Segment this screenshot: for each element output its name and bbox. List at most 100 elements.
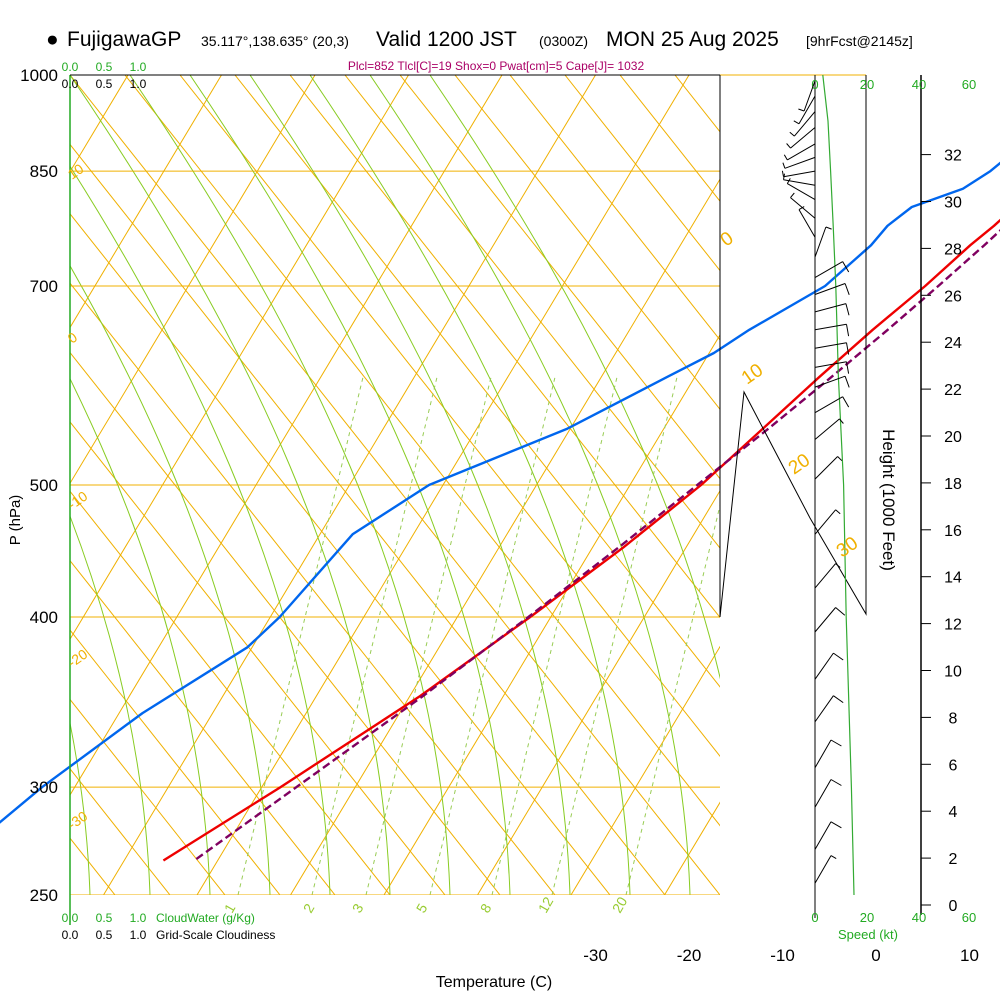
moist-adiabat-line [70,514,151,895]
wind-speed-tick-label-top: 0 [811,77,818,92]
height-axis-title: Height (1000 Feet) [879,429,898,571]
wind-barb [814,375,850,388]
temperature-tick-label: 10 [960,946,979,965]
height-tick-label: 16 [944,523,962,540]
wind-barb [814,323,850,337]
wind-barb [786,178,816,201]
dewpoint-profile [0,161,1000,824]
pressure-tick-label: 250 [30,886,58,905]
parcel-profile [193,229,1000,862]
wind-speed-tick-label-bottom: 40 [912,910,926,925]
wind-barb [789,111,816,137]
moist-adiabat-line [70,720,91,895]
isotherm-line [570,645,720,895]
isotherm-label: -30 [65,808,91,833]
wind-speed-axis-title: Speed (kt) [838,927,898,942]
cloud-water-top-tick: 0.5 [96,60,113,74]
height-tick-label: 20 [944,429,962,446]
plot-skew-border [719,75,867,618]
mixing-ratio-line [491,377,618,895]
dry-adiabat-line [70,698,226,895]
wind-speed-tick-label-top: 40 [912,77,926,92]
wind-barb [783,143,816,161]
wind-speed-tick-label-top: 60 [962,77,976,92]
moist-adiabat-line [189,75,511,895]
moist-adiabat-line [429,75,720,680]
mixing-ratio-label: 8 [477,901,495,916]
wind-speed-tick-label-bottom: 20 [860,910,874,925]
dry-adiabat-line [454,75,720,411]
cloud-water-bottom-tick: 1.0 [130,911,147,925]
wind-barb [814,456,843,480]
pressure-axis-title: P (hPa) [7,495,24,546]
cloud-water-top-tick: 0.0 [62,60,79,74]
cloudiness-top-tick: 1.0 [130,77,147,91]
pressure-tick-label: 300 [30,778,58,797]
mixing-ratio-line [429,377,556,895]
chart-header: ● FujigawaGP 35.117°,138.635° (20,3) Val… [0,26,1000,60]
dry-adiabat-line [564,75,720,272]
sounding-profiles [0,161,1000,862]
isotherm-label: -10 [65,488,91,513]
dry-adiabat-line [70,629,281,895]
height-tick-label: 22 [944,382,962,399]
cloudiness-bottom-tick: 1.0 [130,928,147,942]
isotherm-line [70,75,222,329]
pressure-tick-label: 500 [30,476,58,495]
moist-adiabat-line [70,165,331,895]
moist-adiabat-line [369,75,691,895]
moist-adiabat-line [70,75,391,895]
forecast-info: [9hrFcst@2145z] [806,33,913,49]
wind-barb [814,652,844,680]
wind-barb [814,607,846,633]
cloud-water-label: CloudWater (g/Kg) [156,911,255,925]
pressure-tick-label: 700 [30,277,58,296]
wind-barb [814,739,842,769]
wind-barb [782,156,816,169]
isotherm-line [477,489,720,895]
height-tick-label: 32 [944,148,962,165]
isotherm-label: 10 [738,360,767,389]
height-tick-label: 8 [949,710,958,727]
wind-barb [814,509,841,535]
isotherm-line [852,75,1000,895]
valid-zulu: (0300Z) [539,33,589,49]
height-tick-label: 14 [944,570,962,587]
plot-area [0,75,1000,895]
temperature-axis-title: Temperature (C) [436,974,552,991]
isotherm-label: 10 [65,160,87,182]
wind-barb [814,821,842,850]
wind-barb [814,779,842,808]
temperature-profile [162,218,1000,862]
station-bullet-icon: ● [46,28,59,51]
mixing-ratio-label: 3 [349,901,367,916]
wind-barb [814,283,850,295]
temperature-tick-label: 0 [871,946,880,965]
dry-adiabat-line [0,75,5,895]
wind-speed-tick-label-top: 20 [860,77,874,92]
wind-barb [814,226,832,258]
height-tick-label: 30 [944,195,962,212]
wind-speed-tick-label-bottom: 60 [962,910,976,925]
pressure-tick-label: 1000 [20,66,58,85]
pressure-tick-label: 850 [30,162,58,181]
moist-adiabat-line [0,75,30,895]
wind-speed-tick-label-bottom: 0 [811,910,818,925]
height-tick-label: 0 [949,898,958,915]
mixing-ratio-line [311,377,438,895]
wind-barb [814,261,850,279]
valid-time: Valid 1200 JST [376,28,517,51]
cloudiness-top-tick: 0.5 [96,77,113,91]
wind-barb [814,342,850,355]
height-tick-label: 4 [949,804,958,821]
temperature-tick-label: -20 [677,946,702,965]
height-tick-label: 18 [944,476,962,493]
stability-indices: Plcl=852 Tlcl[C]=19 Shox=0 Pwat[cm]=5 Ca… [348,59,645,73]
dry-adiabat-line [70,559,336,895]
wind-barb [814,303,850,316]
isotherm-label: 0 [65,329,81,347]
temperature-tick-label: -10 [770,946,795,965]
